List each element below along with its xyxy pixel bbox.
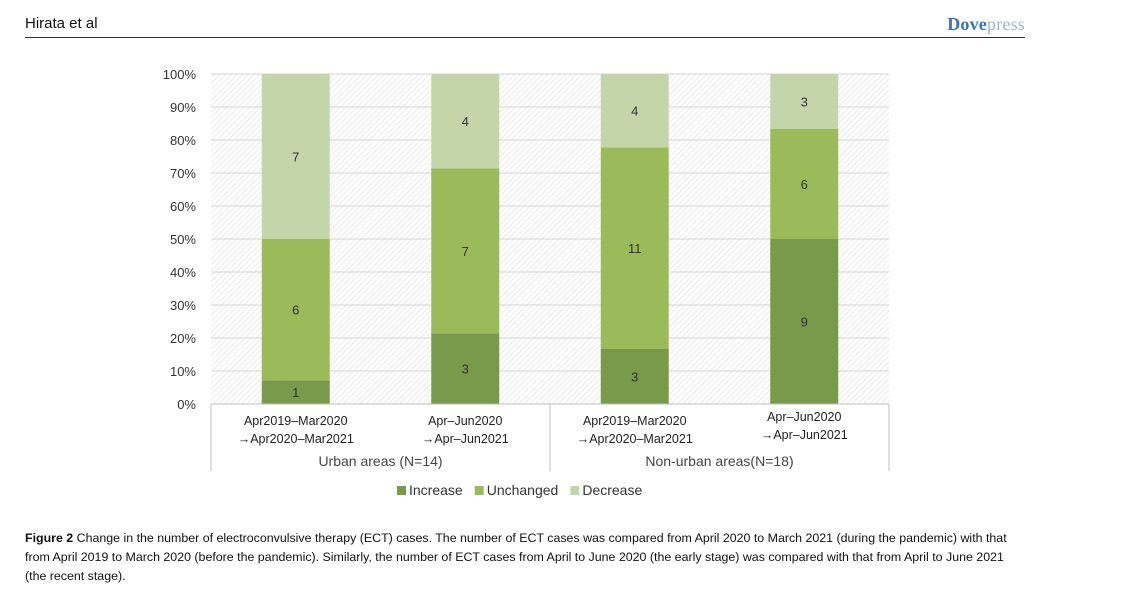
bar-data-label: 3 [462,362,469,377]
legend-label: Unchanged [487,482,559,498]
stacked-bar-chart: 0% 10% 20% 30% 40% 50% 60% 70% 80% 90% 100% 1 6 7 3 7 4… [163,67,890,498]
bar-segment [600,349,669,404]
bar-data-label: 11 [628,241,642,256]
bar-segment [770,239,839,404]
bar-data-label: 3 [801,95,808,110]
bar-data-label: 1 [292,385,299,400]
bar-segment [261,74,330,239]
y-tick-label: 10% [170,364,196,379]
bar-segment [261,380,330,404]
figure-caption-text: Change in the number of electroconvulsiv… [25,531,1007,583]
x-category-label: Apr–Jun2020 [428,414,502,428]
legend-label: Increase [409,482,463,498]
bar-segment [431,74,500,169]
y-tick-label: 90% [170,100,196,115]
bar-segment [600,147,669,349]
bar-data-label: 4 [631,104,638,119]
bar-segment [770,74,839,129]
header-rule [25,37,1025,38]
x-category-label: →Apr2020–Mar2021 [577,432,693,446]
dovepress-logo: Dovepress [947,14,1025,35]
y-tick-label: 100% [163,67,197,82]
bar-segment [431,168,500,334]
legend-swatch [397,486,406,495]
bar-data-label: 9 [801,315,808,330]
legend-swatch [570,486,580,495]
x-category-label: →Apr2020–Mar2021 [238,432,354,446]
y-tick-label: 30% [170,298,196,313]
bar-data-label: 4 [462,114,469,129]
y-axis-tick-labels: 0% 10% 20% 30% 40% 50% 60% 70% 80% 90% 100% [163,67,197,412]
bar-segment [261,239,330,381]
x-category-label: Apr–Jun2020 [767,410,841,424]
brand-part-2: press [987,14,1025,34]
legend-swatch [474,486,484,495]
x-category-label: Apr2019–Mar2020 [583,414,687,428]
bar-data-label: 7 [292,150,299,165]
y-tick-label: 50% [170,232,196,247]
x-group-label: Urban areas (N=14) [318,453,442,469]
running-header-author: Hirata et al [25,15,98,32]
figure-label: Figure 2 [25,531,74,545]
bars: 1 6 7 3 7 4 3 11 4 9 6 3 [261,74,839,404]
legend: Increase Unchanged Decrease [397,482,642,498]
x-category-label: Apr2019–Mar2020 [244,414,348,428]
x-category-label: →Apr–Jun2021 [422,432,509,446]
x-axis: Apr2019–Mar2020 →Apr2020–Mar2021 Apr–Jun20… [210,403,890,471]
figure-caption: Figure 2 Change in the number of electro… [25,529,1027,586]
y-tick-label: 70% [170,166,196,181]
x-group-label: Non-urban areas(N=18) [645,453,793,469]
bar-data-label: 7 [462,244,469,259]
bar-data-label: 6 [292,303,299,318]
y-tick-label: 60% [170,199,196,214]
legend-label: Decrease [582,482,642,498]
x-category-label: →Apr–Jun2021 [761,428,848,442]
bar-segment [770,129,839,239]
brand-part-1: Dove [947,14,987,34]
y-tick-label: 80% [170,133,196,148]
bar-segment [600,74,669,148]
y-tick-label: 0% [177,397,196,412]
bar-segment [431,333,500,404]
y-tick-label: 40% [170,265,196,280]
bar-data-label: 3 [631,370,638,385]
y-tick-label: 20% [170,331,196,346]
bar-data-label: 6 [801,177,808,192]
